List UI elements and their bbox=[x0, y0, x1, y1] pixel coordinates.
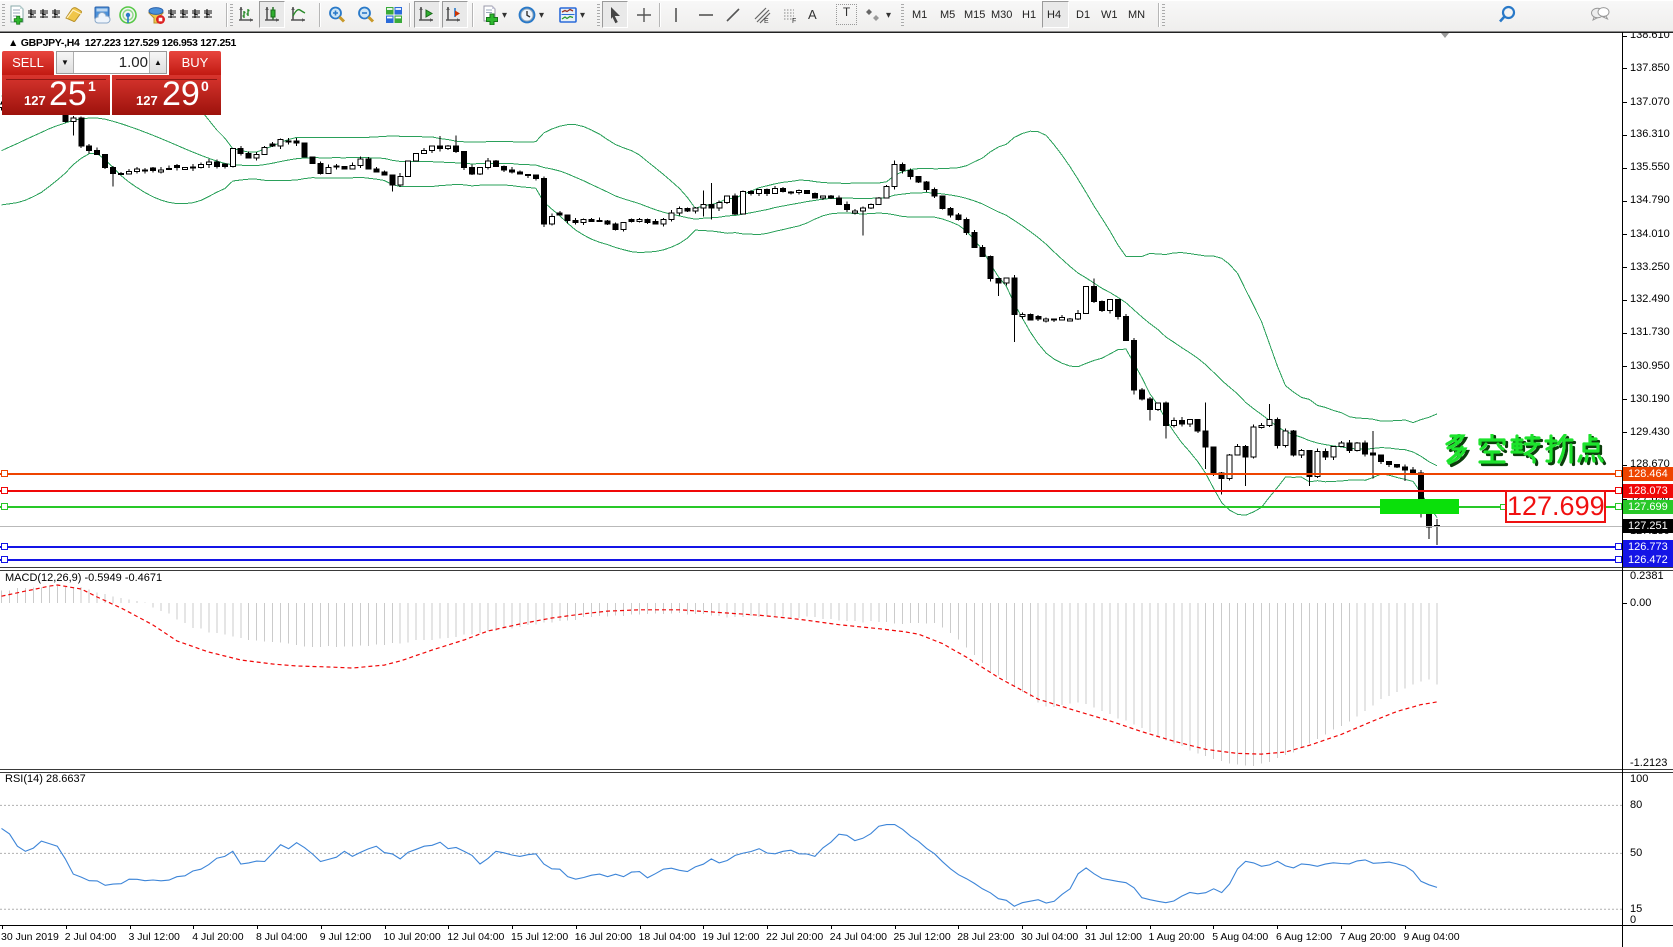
svg-text:E: E bbox=[764, 18, 769, 25]
svg-text:F: F bbox=[792, 18, 796, 25]
